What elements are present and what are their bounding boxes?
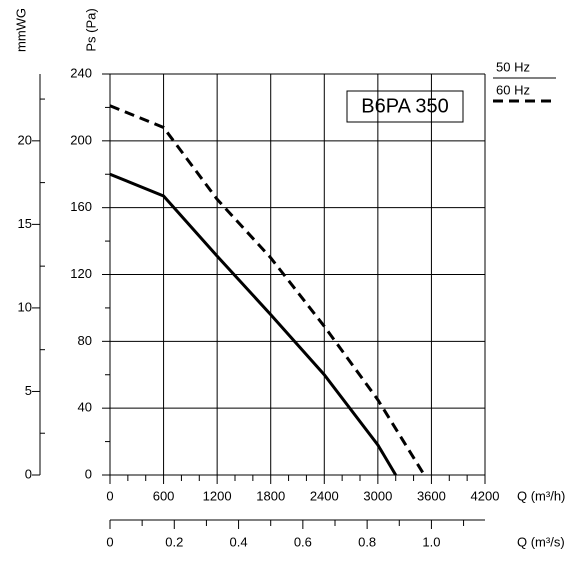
series-line	[109, 104, 426, 476]
y-axis-title: Ps (Pa)	[83, 8, 98, 51]
x-tick-label: 600	[153, 488, 175, 503]
y-tick-label: 240	[70, 65, 92, 80]
y-tick-label: 80	[78, 333, 92, 348]
x-tick-label: 2400	[310, 488, 339, 503]
x-tick-label: 3600	[417, 488, 446, 503]
legend-label: 50 Hz	[496, 59, 530, 74]
x2-tick-label: 0.2	[165, 534, 183, 549]
annotation-box	[346, 90, 464, 123]
y-tick-label: 160	[70, 199, 92, 214]
x-tick-label: 0	[106, 488, 113, 503]
y2-tick-label: 0	[25, 466, 32, 481]
x2-tick-label: 0.6	[294, 534, 312, 549]
y-tick-label: 0	[85, 466, 92, 481]
legend-label: 60 Hz	[496, 82, 530, 97]
x-tick-label: 4200	[471, 488, 500, 503]
y-tick-label: 120	[70, 266, 92, 281]
x2-tick-label: 0.8	[358, 534, 376, 549]
y-tick-label: 40	[78, 400, 92, 415]
x-tick-label: 1800	[256, 488, 285, 503]
x-tick-label: 1200	[203, 488, 232, 503]
y2-axis-title: mmWG	[13, 8, 28, 52]
y-tick-label: 200	[70, 132, 92, 147]
series-line	[109, 172, 398, 476]
x2-tick-label: 0	[106, 534, 113, 549]
y2-tick-label: 15	[18, 216, 32, 231]
x-tick-label: 3000	[363, 488, 392, 503]
annotation: B6PA 350	[361, 95, 448, 117]
x2-axis-title: Q (m³/s)	[517, 534, 565, 549]
y2-tick-label: 20	[18, 132, 32, 147]
x2-tick-label: 1.0	[422, 534, 440, 549]
y2-tick-label: 5	[25, 383, 32, 398]
x-axis-title: Q (m³/h)	[517, 488, 565, 503]
x2-tick-label: 0.4	[230, 534, 248, 549]
y2-tick-label: 10	[18, 299, 32, 314]
